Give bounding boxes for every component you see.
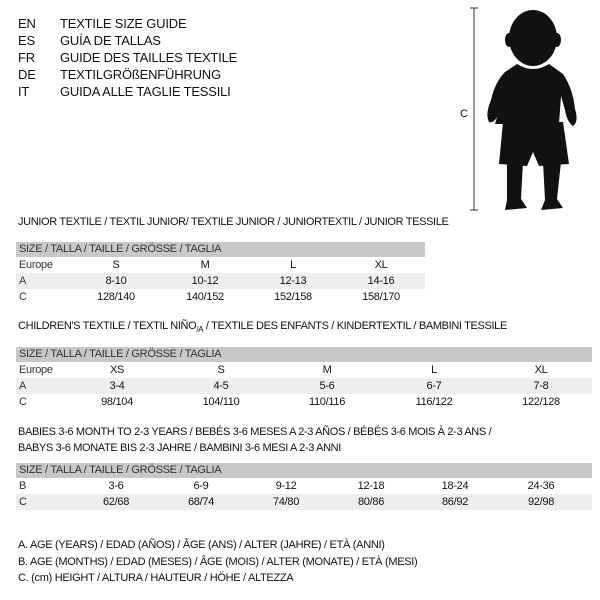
legend-c: C. (cm) HEIGHT / ALTURA / HAUTEUR / HÖHE… [18, 572, 294, 584]
table-cell: 24-36 [527, 480, 555, 492]
table-cell: M [200, 259, 210, 271]
height-label: C [460, 108, 468, 120]
lang-title: GUÍA DE TALLAS [60, 33, 161, 48]
table-cell: XS [109, 364, 125, 376]
junior-size-table: SIZE / TALLA / TAILLE / GRÖSSE / TAGLIA E… [16, 242, 425, 305]
lang-title: GUIDA ALLE TAGLIE TESSILI [60, 84, 231, 99]
table-cell: 12-13 [279, 275, 307, 287]
table-cell: 9-12 [275, 480, 297, 492]
size-header: SIZE / TALLA / TAILLE / GRÖSSE / TAGLIA [16, 347, 592, 362]
babies-size-table: SIZE / TALLA / TAILLE / GRÖSSE / TAGLIA B… [16, 463, 592, 510]
table-row: Europe S M L XL [16, 257, 425, 273]
table-cell: 8-10 [105, 275, 127, 287]
table-cell: 7-8 [533, 380, 549, 392]
table-cell: S [112, 259, 120, 271]
table-row: C 128/140 140/152 152/158 158/170 [16, 289, 425, 305]
table-cell: 116/122 [415, 396, 453, 408]
lang-en: EN TEXTILE SIZE GUIDE [18, 15, 237, 32]
row-label: C [19, 396, 27, 408]
table-cell: S [217, 364, 225, 376]
table-cell: 128/140 [97, 291, 135, 303]
table-cell: 92/98 [527, 496, 555, 508]
children-size-table: SIZE / TALLA / TAILLE / GRÖSSE / TAGLIA E… [16, 347, 592, 410]
table-cell: 62/68 [102, 496, 130, 508]
table-cell: 110/116 [308, 396, 346, 408]
title-sub: /A [196, 325, 204, 335]
table-row: Europe XS S M L XL [16, 362, 592, 378]
table-cell: 6-7 [426, 380, 442, 392]
table-cell: 98/104 [101, 396, 133, 408]
babies-title-line1: BABIES 3-6 MONTH TO 2-3 YEARS / BEBÉS 3-… [18, 426, 492, 438]
title-text: CHILDREN'S TEXTILE / TEXTIL NIÑO [18, 320, 197, 332]
lang-code: FR [18, 50, 35, 65]
babies-title-line2: BABYS 3-6 MONATE BIS 2-3 JAHRE / BAMBINI… [18, 442, 341, 454]
size-header: SIZE / TALLA / TAILLE / GRÖSSE / TAGLIA [16, 463, 592, 478]
table-cell: 4-5 [213, 380, 229, 392]
lang-it: IT GUIDA ALLE TAGLIE TESSILI [18, 83, 237, 100]
lang-title: TEXTILE SIZE GUIDE [60, 16, 187, 31]
lang-de: DE TEXTILGRÖßENFÜHRUNG [18, 66, 237, 83]
row-label: A [19, 275, 27, 287]
table-cell: XL [534, 364, 548, 376]
lang-code: DE [18, 67, 36, 82]
table-row: B 3-6 6-9 9-12 12-18 18-24 24-36 [16, 478, 592, 494]
table-cell: 140/152 [186, 291, 224, 303]
legend-a: A. AGE (YEARS) / EDAD (AÑOS) / ÂGE (ANS)… [18, 539, 385, 551]
lang-es: ES GUÍA DE TALLAS [18, 32, 237, 49]
row-label: B [19, 480, 27, 492]
table-row: A 8-10 10-12 12-13 14-16 [16, 273, 425, 289]
size-header: SIZE / TALLA / TAILLE / GRÖSSE / TAGLIA [16, 242, 425, 257]
table-cell: 18-24 [441, 480, 469, 492]
children-title: CHILDREN'S TEXTILE / TEXTIL NIÑO/A / TEX… [18, 320, 507, 334]
table-cell: 152/158 [274, 291, 312, 303]
table-cell: 80/86 [357, 496, 385, 508]
row-label: C [19, 496, 27, 508]
lang-code: ES [18, 33, 35, 48]
table-cell: 74/80 [272, 496, 300, 508]
table-cell: 5-6 [319, 380, 335, 392]
title-text: / TEXTILE DES ENFANTS / KINDERTEXTIL / B… [203, 320, 507, 332]
lang-fr: FR GUIDE DES TAILLES TEXTILE [18, 49, 237, 66]
table-row: C 98/104 104/110 110/116 116/122 122/128 [16, 394, 592, 410]
table-cell: L [431, 364, 437, 376]
table-cell: 3-4 [109, 380, 125, 392]
row-label: C [19, 291, 27, 303]
table-cell: 158/170 [362, 291, 400, 303]
row-label: Europe [19, 259, 53, 271]
junior-title: JUNIOR TEXTILE / TEXTIL JUNIOR/ TEXTILE … [18, 216, 449, 228]
table-cell: 10-12 [191, 275, 219, 287]
table-row: A 3-4 4-5 5-6 6-7 7-8 [16, 378, 592, 394]
table-cell: L [290, 259, 296, 271]
table-cell: 6-9 [193, 480, 209, 492]
table-cell: M [322, 364, 332, 376]
child-height-figure: C [455, 4, 595, 214]
language-titles: EN TEXTILE SIZE GUIDE ES GUÍA DE TALLAS FR… [18, 15, 237, 100]
table-cell: 86/92 [441, 496, 469, 508]
table-row: C 62/68 68/74 74/80 80/86 86/92 92/98 [16, 494, 592, 510]
table-cell: XL [374, 259, 388, 271]
table-cell: 104/110 [202, 396, 240, 408]
child-silhouette-icon [470, 7, 577, 211]
row-label: A [19, 380, 27, 392]
lang-code: EN [18, 16, 36, 31]
table-cell: 68/74 [187, 496, 215, 508]
lang-title: GUIDE DES TAILLES TEXTILE [60, 50, 238, 65]
table-cell: 12-18 [357, 480, 385, 492]
legend-b: B. AGE (MONTHS) / EDAD (MESES) / ÂGE (MO… [18, 556, 418, 568]
table-cell: 122/128 [522, 396, 560, 408]
lang-title: TEXTILGRÖßENFÜHRUNG [60, 67, 221, 82]
row-label: Europe [19, 364, 53, 376]
lang-code: IT [18, 84, 30, 99]
table-cell: 3-6 [108, 480, 124, 492]
table-cell: 14-16 [367, 275, 395, 287]
